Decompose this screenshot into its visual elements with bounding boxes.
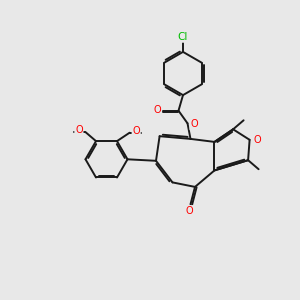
Text: O: O xyxy=(190,119,198,130)
Text: O: O xyxy=(253,135,261,145)
Text: O: O xyxy=(132,126,140,136)
Text: O: O xyxy=(153,105,161,116)
Text: O: O xyxy=(75,125,83,135)
Text: O: O xyxy=(185,206,193,216)
Text: Cl: Cl xyxy=(178,32,188,42)
